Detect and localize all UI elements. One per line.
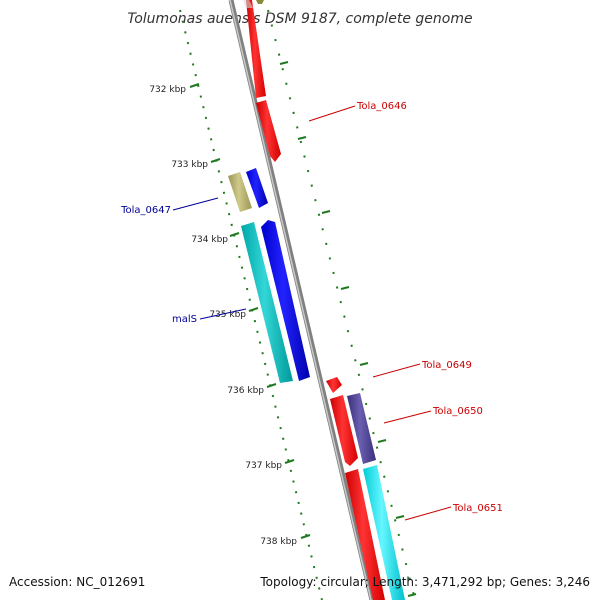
outer-tick xyxy=(321,210,331,214)
tick-mark xyxy=(189,83,200,88)
tick-mark xyxy=(210,158,221,163)
gene-label-mals: malS xyxy=(172,314,197,325)
gene-fragment-gray xyxy=(243,0,253,8)
leader-line xyxy=(199,308,247,320)
tick-mark xyxy=(266,383,277,388)
gene-arrow-red xyxy=(345,469,385,600)
gene-arrow-blue xyxy=(246,168,268,208)
accession-text: Accession: NC_012691 xyxy=(9,575,145,589)
tick-mark xyxy=(248,307,259,312)
outer-tick xyxy=(297,136,307,140)
tick-mark xyxy=(300,534,311,539)
tick-label: 738 kbp xyxy=(260,537,297,547)
tick-mark xyxy=(284,459,295,464)
tick-label: 737 kbp xyxy=(245,461,282,471)
outer-tick xyxy=(279,61,289,65)
gene-label-tola-0651: Tola_0651 xyxy=(452,503,503,514)
backbone-line xyxy=(228,0,375,600)
gene-arrow-red xyxy=(326,377,342,393)
outer-tick xyxy=(395,515,405,519)
gene-fragment-olive xyxy=(256,0,264,4)
gene-arrow-red xyxy=(330,395,358,466)
gene-arrow-red xyxy=(256,100,281,162)
outer-tick xyxy=(407,593,417,597)
forward-genes xyxy=(243,0,405,600)
outer-tick xyxy=(359,362,369,366)
gene-arrow-blue xyxy=(261,220,310,381)
outer-tick xyxy=(377,439,387,443)
tick-label: 733 kbp xyxy=(171,160,208,170)
map-title: Tolumonas auensis DSM 9187, complete gen… xyxy=(127,11,472,27)
leader-line xyxy=(172,197,219,211)
tick-label: 735 kbp xyxy=(209,310,246,320)
tick-label: 736 kbp xyxy=(227,386,264,396)
gene-label-tola-0647: Tola_0647 xyxy=(120,205,171,216)
tick-label: 734 kbp xyxy=(191,235,228,245)
gene-label-tola-0650: Tola_0650 xyxy=(432,406,483,417)
gene-arrow-olive xyxy=(228,172,252,212)
leader-line xyxy=(372,363,421,378)
tick-label: 732 kbp xyxy=(149,85,186,95)
tick-mark xyxy=(229,232,240,237)
leader-line xyxy=(383,410,432,424)
gene-arrow-slate xyxy=(347,393,376,464)
genome-backbone xyxy=(228,0,375,600)
gene-arrow-red xyxy=(246,0,266,98)
outer-tick xyxy=(340,286,350,290)
gene-arrow-cyan xyxy=(241,222,293,383)
gene-arrow-cyan xyxy=(363,465,405,600)
backbone-highlight xyxy=(229,0,372,600)
tick-marks: 732 kbp 733 kbp 734 kbp 735 kbp 736 kbp … xyxy=(149,61,417,597)
leader-line xyxy=(404,506,452,521)
gene-label-tola-0649: Tola_0649 xyxy=(421,360,472,371)
leader-line xyxy=(308,105,356,122)
gene-labels: Tola_0646 Tola_0647 malS Tola_0649 Tola_… xyxy=(120,101,503,514)
gene-label-tola-0646: Tola_0646 xyxy=(356,101,407,112)
reverse-genes xyxy=(228,172,293,383)
topology-text: Topology: circular; Length: 3,471,292 bp… xyxy=(259,575,590,589)
label-leaders xyxy=(172,105,452,521)
